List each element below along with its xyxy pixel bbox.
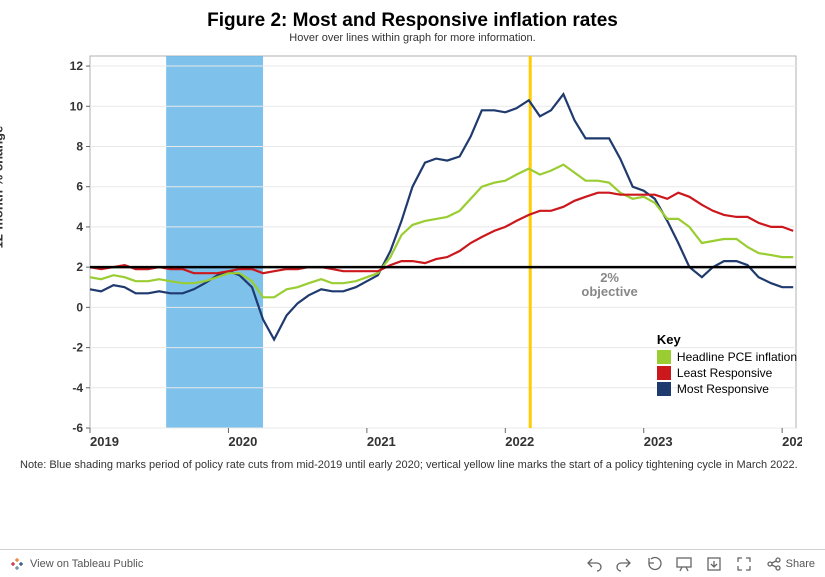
chart-subtitle: Hover over lines within graph for more i… xyxy=(20,32,805,44)
svg-text:2: 2 xyxy=(76,260,83,274)
reset-icon xyxy=(646,556,662,572)
objective-line1: 2% xyxy=(600,270,619,285)
svg-text:2024: 2024 xyxy=(782,434,802,449)
svg-text:6: 6 xyxy=(76,180,83,194)
share-icon xyxy=(766,556,782,572)
presentation-icon xyxy=(676,556,692,572)
legend-label: Headline PCE inflation xyxy=(677,350,797,364)
svg-text:-6: -6 xyxy=(72,421,83,435)
svg-text:12: 12 xyxy=(70,59,84,73)
legend-label: Least Responsive xyxy=(677,366,772,380)
toolbar-right: Share xyxy=(586,556,815,572)
svg-text:8: 8 xyxy=(76,139,83,153)
download-icon xyxy=(706,556,722,572)
fullscreen-icon xyxy=(736,556,752,572)
view-on-tableau-link[interactable]: View on Tableau Public xyxy=(10,557,143,571)
svg-text:-4: -4 xyxy=(72,381,83,395)
redo-button[interactable] xyxy=(616,556,632,572)
title-block: Figure 2: Most and Responsive inflation … xyxy=(20,10,805,44)
legend-swatch xyxy=(657,366,671,380)
svg-text:10: 10 xyxy=(70,99,84,113)
legend-title: Key xyxy=(657,332,797,347)
legend-label: Most Responsive xyxy=(677,382,769,396)
download-button[interactable] xyxy=(706,556,722,572)
tableau-logo-icon xyxy=(10,557,24,571)
legend-swatch xyxy=(657,350,671,364)
legend-item[interactable]: Most Responsive xyxy=(657,382,797,396)
legend-swatch xyxy=(657,382,671,396)
svg-text:2020: 2020 xyxy=(228,434,257,449)
y-axis-label: 12-month % change xyxy=(0,125,6,248)
legend: Key Headline PCE inflation Least Responsi… xyxy=(657,332,797,398)
view-label: View on Tableau Public xyxy=(30,558,143,570)
undo-button[interactable] xyxy=(586,556,602,572)
share-label: Share xyxy=(786,558,815,570)
footnote: Note: Blue shading marks period of polic… xyxy=(20,458,805,473)
svg-text:2023: 2023 xyxy=(644,434,673,449)
plot-wrap: -6-4-2024681012201920202021202220232024 … xyxy=(62,52,805,452)
svg-text:2019: 2019 xyxy=(90,434,119,449)
presentation-button[interactable] xyxy=(676,556,692,572)
legend-item[interactable]: Headline PCE inflation xyxy=(657,350,797,364)
svg-text:2021: 2021 xyxy=(367,434,396,449)
svg-text:-2: -2 xyxy=(72,341,83,355)
svg-text:2022: 2022 xyxy=(505,434,534,449)
redo-icon xyxy=(616,556,632,572)
chart-title: Figure 2: Most and Responsive inflation … xyxy=(20,10,805,32)
share-button[interactable]: Share xyxy=(766,556,815,572)
chart-container: Figure 2: Most and Responsive inflation … xyxy=(0,0,825,545)
objective-line2: objective xyxy=(581,284,637,299)
svg-text:0: 0 xyxy=(76,300,83,314)
svg-text:4: 4 xyxy=(76,220,83,234)
reset-button[interactable] xyxy=(646,556,662,572)
tableau-toolbar: View on Tableau Public Share xyxy=(0,549,825,577)
fullscreen-button[interactable] xyxy=(736,556,752,572)
legend-item[interactable]: Least Responsive xyxy=(657,366,797,380)
objective-label: 2% objective xyxy=(581,271,637,300)
undo-icon xyxy=(586,556,602,572)
